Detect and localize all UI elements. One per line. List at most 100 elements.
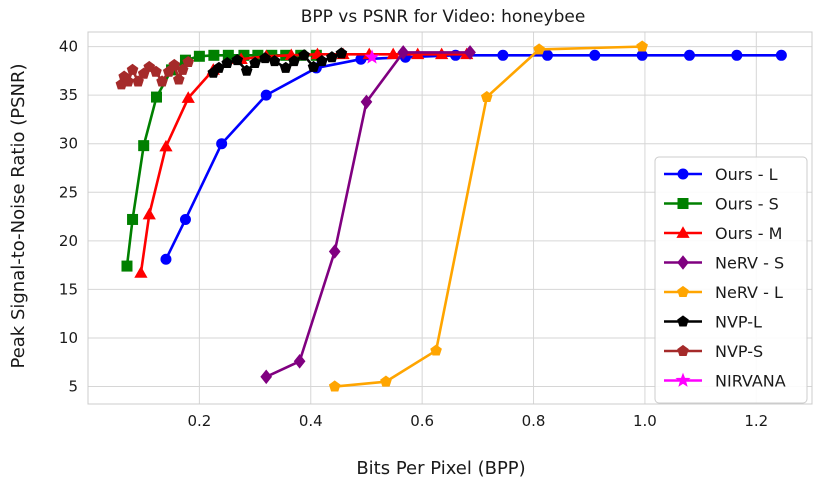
data-point-nvp-l [249, 56, 261, 69]
data-point-ours-l [731, 49, 743, 61]
series-layer [115, 40, 787, 392]
series-nerv-s [260, 45, 476, 385]
data-point-ours-l [636, 49, 648, 61]
data-point-nerv-s [260, 369, 273, 385]
y-tick-label: 20 [59, 232, 78, 250]
legend-marker [675, 372, 691, 387]
data-point-ours-l [541, 49, 553, 61]
data-point-nerv-l [480, 90, 493, 103]
data-point-nvp-s [168, 58, 181, 70]
data-point-nerv-l [328, 380, 341, 392]
data-point-nerv-s [328, 244, 341, 259]
legend-marker [677, 255, 689, 270]
series-nvp-l [207, 47, 348, 78]
data-point-nvp-l [240, 64, 253, 76]
data-point-ours-s [127, 213, 139, 225]
x-tick-label: 0.8 [522, 412, 546, 430]
plot-frame [87, 31, 813, 405]
data-point-ours-s [193, 50, 205, 62]
x-tick-label: 1.0 [633, 412, 657, 430]
legend-box [654, 156, 808, 404]
data-point-ours-s [208, 49, 220, 61]
data-point-nvp-l [298, 49, 310, 61]
data-point-nvp-l [335, 47, 348, 59]
data-point-nerv-l [533, 43, 545, 55]
x-tick-label: 0.6 [410, 412, 434, 430]
y-tick-label: 15 [59, 280, 78, 298]
legend-marker [677, 168, 689, 180]
data-point-nvp-s [182, 55, 195, 68]
data-point-ours-s [151, 91, 163, 103]
data-point-nvp-s [172, 73, 185, 85]
data-point-nerv-s [360, 94, 373, 110]
legend-marker [677, 315, 689, 327]
y-tick-label: 30 [59, 135, 78, 153]
data-point-nerv-l [430, 344, 442, 356]
legend-label: NIRVANA [715, 372, 786, 391]
legend-label: Ours - S [715, 195, 779, 214]
data-point-ours-l [355, 53, 367, 65]
data-point-nvp-s [150, 65, 162, 77]
y-tick-label: 35 [59, 86, 78, 104]
y-tick-label: 40 [59, 38, 78, 56]
data-point-nvp-s [122, 75, 134, 87]
data-point-ours-m [386, 47, 400, 60]
data-point-ours-m [142, 207, 156, 220]
data-point-nvp-l [316, 55, 328, 67]
data-point-ours-l [216, 138, 228, 150]
data-point-nerv-l [636, 40, 648, 52]
legend-item-nerv-s: NeRV - S [664, 254, 784, 273]
legend-item-nvp-l: NVP-L [664, 313, 762, 332]
legend-label: NVP-L [715, 313, 762, 332]
legend-label: NVP-S [715, 342, 763, 361]
x-axis-label: Bits Per Pixel (BPP) [356, 458, 525, 479]
legend-item-ours-s: Ours - S [664, 195, 779, 214]
legend-label: Ours - L [715, 165, 778, 184]
data-point-nvp-l [288, 55, 300, 67]
data-point-nvp-l [221, 56, 234, 69]
data-point-ours-s [121, 260, 133, 272]
data-point-nerv-s [464, 45, 476, 60]
legend-item-ours-l: Ours - L [664, 165, 778, 184]
y-tick-label: 25 [59, 183, 78, 201]
x-tick-label: 1.2 [744, 412, 768, 430]
data-point-ours-l [683, 49, 695, 61]
data-point-nirvana [364, 49, 380, 64]
x-tick-label: 0.2 [187, 412, 211, 430]
series-nirvana [364, 49, 380, 64]
data-point-ours-m [159, 139, 173, 152]
x-tick-label: 0.4 [299, 412, 323, 430]
legend-item-nerv-l: NeRV - L [664, 283, 783, 302]
legend: Ours - L Ours - S Ours - M NeRV - S NeRV - L… [654, 156, 808, 404]
data-point-nvp-l [279, 61, 292, 73]
data-point-nerv-s [397, 45, 410, 60]
data-point-nvp-l [231, 54, 244, 66]
data-point-ours-l [497, 49, 509, 61]
data-point-ours-l [179, 213, 191, 225]
chart-title: BPP vs PSNR for Video: honeybee [301, 7, 586, 27]
legend-marker [677, 198, 689, 209]
y-tick-label: 5 [68, 378, 78, 396]
y-tick-label: 10 [59, 329, 78, 347]
data-point-ours-m [134, 266, 148, 278]
data-point-nvp-l [326, 51, 338, 63]
data-point-ours-l [160, 253, 172, 265]
series-line-nerv-s [265, 51, 471, 378]
data-point-ours-m [181, 91, 195, 103]
data-point-ours-s [138, 140, 150, 152]
legend-marker [677, 344, 689, 356]
data-point-ours-l [260, 89, 272, 101]
series-nvp-s [115, 55, 195, 90]
series-line-nerv-l [334, 45, 643, 388]
data-point-ours-l [775, 49, 787, 61]
legend-item-nirvana: NIRVANA [664, 372, 786, 391]
data-point-nvp-l [259, 52, 271, 64]
data-point-nvp-s [156, 75, 168, 87]
legend-marker [677, 285, 689, 297]
tick-labels: 0.2 0.4 0.6 0.8 1.0 1.2 5 10 15 20 25 30 35 40 [59, 38, 768, 430]
data-point-nerv-s [293, 353, 306, 369]
legend-label: Ours - M [715, 224, 782, 243]
legend-item-nvp-s: NVP-S [664, 342, 763, 361]
y-axis-label: Peak Signal-to-Noise Ratio (PSNR) [8, 63, 29, 368]
